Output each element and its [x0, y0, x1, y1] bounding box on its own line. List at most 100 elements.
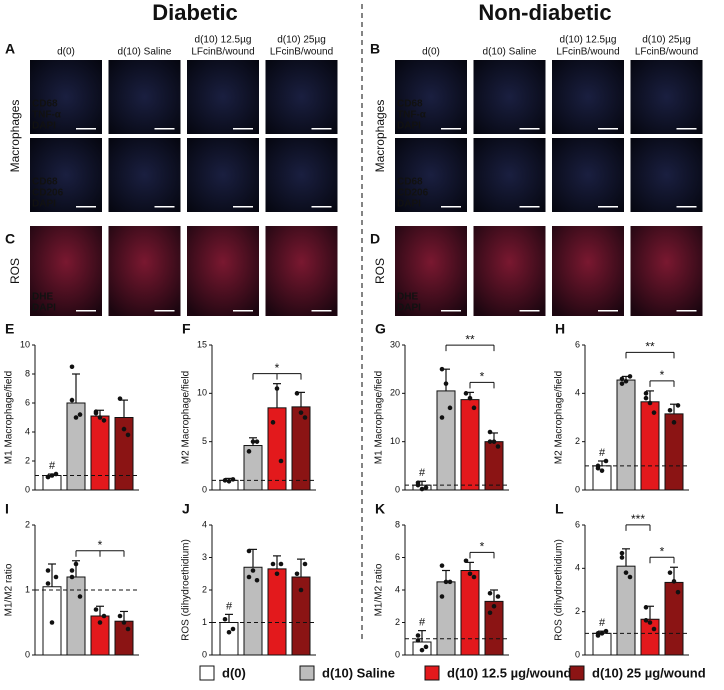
data-point: [439, 563, 445, 568]
data-point: [121, 426, 127, 432]
data-point: [419, 647, 425, 653]
panel-label: B: [370, 41, 380, 57]
data-point: [69, 568, 75, 573]
data-point: [603, 458, 609, 464]
data-point: [627, 374, 633, 379]
stain-label: DAPI: [397, 199, 421, 210]
bar: [616, 565, 636, 656]
data-point: [274, 386, 280, 391]
scale-bar: [76, 128, 96, 130]
legend-label: d(0): [222, 665, 246, 680]
scale-bar: [519, 128, 540, 130]
data-point: [463, 391, 469, 396]
bar: [436, 390, 456, 491]
data-point: [254, 577, 260, 583]
data-point: [447, 405, 453, 411]
panel-label: G: [375, 321, 386, 337]
micrograph: [265, 226, 338, 316]
y-tick-label: 0: [395, 484, 400, 494]
bar: [66, 576, 86, 656]
micrograph: [395, 226, 467, 316]
stain-label: CD68: [32, 177, 58, 188]
scale-bar: [311, 128, 332, 130]
scale-bar: [233, 206, 253, 208]
y-tick-label: 8: [395, 519, 400, 529]
data-point: [487, 429, 493, 435]
stain-label: CD206: [397, 188, 429, 199]
y-tick-label: 8: [25, 368, 30, 378]
legend-label: d(10) 12.5 µg/wound: [447, 665, 572, 680]
bar: [664, 413, 684, 491]
data-point: [302, 415, 308, 420]
bar: [66, 402, 86, 491]
y-tick-label: 30: [390, 339, 400, 349]
stain-label: DAPI: [397, 121, 421, 132]
micrograph: [30, 226, 102, 316]
y-tick-label: 0: [202, 649, 207, 659]
data-point: [619, 550, 625, 556]
bar: [592, 632, 612, 656]
micrograph: [630, 138, 703, 212]
data-point: [619, 381, 625, 386]
row-label: Macrophages: [8, 100, 22, 173]
panel-label: L: [555, 501, 564, 517]
column-header: d(10) 25µg: [642, 35, 691, 46]
bar: [90, 615, 110, 656]
panel-label: A: [5, 41, 15, 57]
legend-swatch: [569, 665, 585, 681]
bar: [640, 401, 660, 491]
y-tick-label: 10: [20, 339, 30, 349]
y-axis-label: M2 Macrophage/field: [181, 371, 192, 464]
y-tick-label: 0: [202, 484, 207, 494]
y-axis-label: ROS (dihydroethidium): [181, 539, 192, 641]
y-tick-label: 10: [390, 436, 400, 446]
y-axis-label: ROS (dihydroethidium): [554, 539, 565, 641]
data-point: [97, 620, 103, 625]
data-point: [667, 570, 673, 575]
bar: [460, 570, 480, 656]
legend-label: d(10) Saline: [322, 665, 395, 680]
data-point: [93, 409, 99, 415]
header: Diabetic: [152, 0, 238, 25]
micrograph: [187, 138, 259, 212]
data-point: [222, 616, 228, 622]
significance-marker: #: [226, 600, 233, 612]
bar: [114, 620, 134, 656]
data-point: [595, 465, 601, 471]
data-point: [77, 594, 83, 599]
y-tick-label: 6: [25, 397, 30, 407]
micrograph: [187, 60, 259, 134]
legend-label: d(10) 25 µg/wound: [592, 665, 706, 680]
panel-label: H: [555, 321, 565, 337]
panel-label: D: [370, 231, 380, 247]
scale-bar: [676, 310, 697, 312]
significance-label: *: [98, 538, 103, 552]
scale-bar: [676, 206, 697, 208]
data-point: [53, 574, 59, 580]
data-point: [667, 407, 673, 413]
data-point: [619, 555, 625, 560]
y-tick-label: 1: [25, 584, 30, 594]
data-point: [226, 479, 232, 484]
significance-marker: #: [599, 617, 606, 629]
data-point: [69, 364, 75, 370]
stain-label: CD68: [397, 177, 423, 188]
data-point: [643, 618, 649, 623]
micrograph: [187, 226, 259, 316]
data-point: [117, 396, 123, 401]
y-tick-label: 6: [575, 519, 580, 529]
micrograph: [630, 60, 703, 134]
data-point: [675, 403, 681, 408]
data-point: [443, 579, 449, 585]
stain-label: DAPI: [32, 303, 56, 314]
bar: [267, 568, 287, 656]
micrograph: [395, 138, 467, 212]
data-point: [274, 571, 280, 577]
stain-label: DAPI: [32, 121, 56, 132]
significance-marker: #: [49, 460, 56, 472]
bar: [243, 445, 263, 491]
data-point: [467, 395, 473, 401]
y-axis-label: M1/M2 ratio: [374, 563, 385, 616]
data-point: [97, 415, 103, 420]
